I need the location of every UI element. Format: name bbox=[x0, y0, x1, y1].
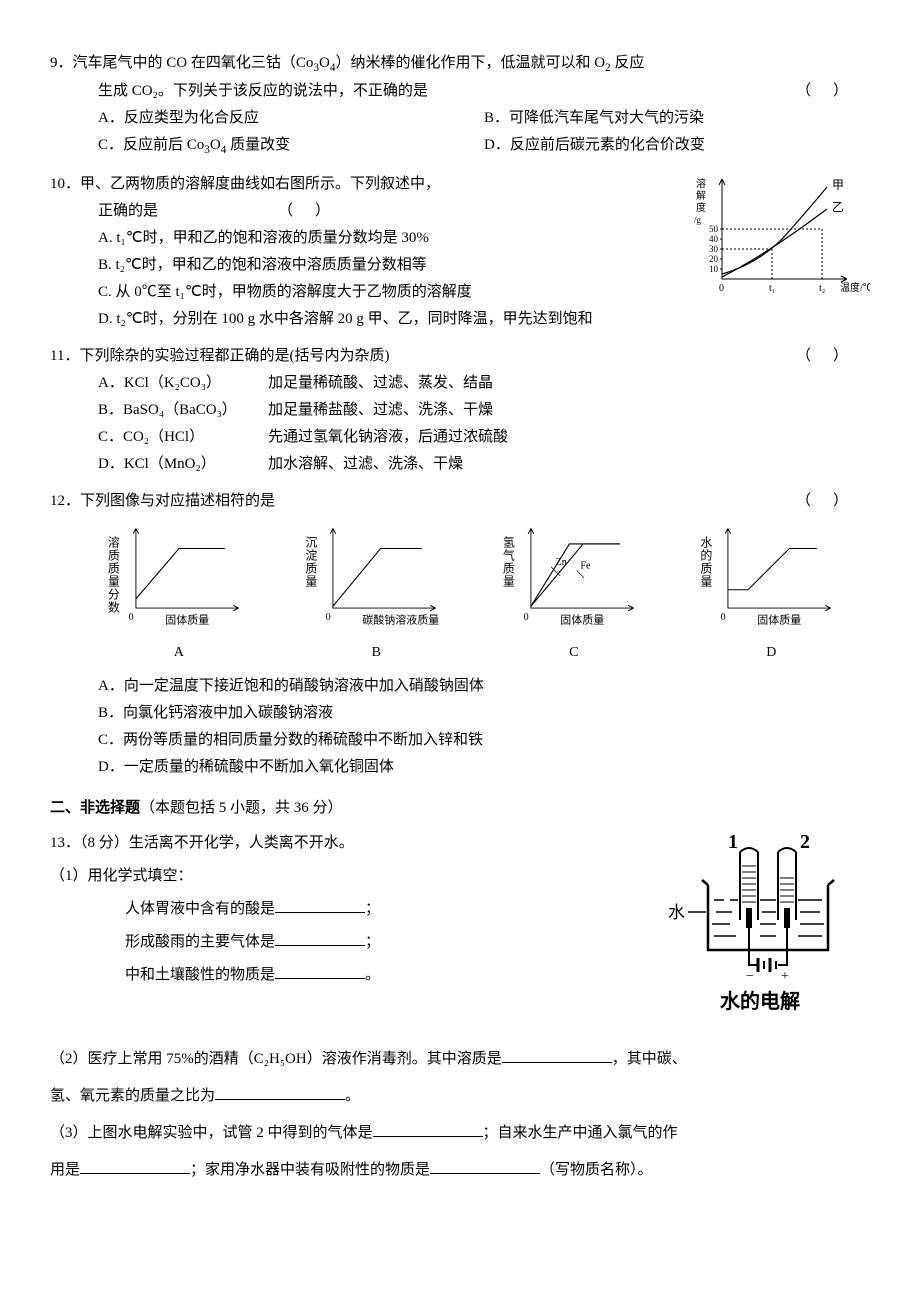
svg-text:+: + bbox=[781, 969, 789, 984]
svg-text:30: 30 bbox=[709, 244, 719, 254]
svg-text:20: 20 bbox=[709, 254, 719, 264]
blank bbox=[275, 963, 365, 979]
svg-text:乙: 乙 bbox=[832, 200, 844, 214]
q10-stem: 甲、乙两物质的溶解度曲线如右图所示。下列叙述中， bbox=[80, 176, 440, 192]
q10-solubility-chart: 10 20 30 40 50 甲 乙 t₁ t₂ 0 温度/℃ bbox=[680, 171, 870, 311]
svg-text:水: 水 bbox=[668, 903, 685, 922]
svg-text:0: 0 bbox=[523, 612, 528, 623]
q12-opt-a: A．向一定温度下接近饱和的硝酸钠溶液中加入硝酸钠固体 bbox=[50, 673, 870, 700]
blank bbox=[80, 1158, 190, 1174]
svg-text:甲: 甲 bbox=[832, 178, 844, 192]
blank bbox=[215, 1084, 345, 1100]
blank bbox=[502, 1047, 612, 1063]
q9-paren: （） bbox=[796, 78, 870, 105]
q12-opt-c: C．两份等质量的相同质量分数的稀硫酸中不断加入锌和铁 bbox=[50, 727, 870, 754]
q9-stem-a: 汽车尾气中的 CO 在四氧化三钴（Co bbox=[73, 55, 314, 71]
q9-num: 9． bbox=[50, 55, 73, 71]
q12-chart-b: 0 碳酸钠溶液质量 沉淀质量 B bbox=[301, 521, 451, 666]
question-9: 9．汽车尾气中的 CO 在四氧化三钴（Co3O4）纳米棒的催化作用下，低温就可以… bbox=[50, 50, 870, 161]
q12-chart-d: 0 固体质量 水的质量 D bbox=[696, 521, 846, 666]
svg-text:0: 0 bbox=[128, 612, 133, 623]
svg-text:50: 50 bbox=[709, 224, 719, 234]
q12-num: 12． bbox=[50, 493, 80, 509]
svg-text:/g: /g bbox=[694, 215, 702, 225]
svg-text:固体质量: 固体质量 bbox=[560, 612, 604, 626]
q9-line2: 生成 CO₂。下列关于该反应的说法中，不正确的是 bbox=[98, 83, 428, 99]
blank bbox=[373, 1121, 483, 1137]
svg-text:溶: 溶 bbox=[696, 177, 706, 190]
svg-text:0: 0 bbox=[719, 283, 724, 294]
q9-opt-d: D．反应前后碳元素的化合价改变 bbox=[484, 132, 870, 160]
question-13: 1 2 bbox=[50, 830, 870, 1184]
question-10: 10 20 30 40 50 甲 乙 t₁ t₂ 0 温度/℃ bbox=[50, 171, 870, 333]
svg-text:1: 1 bbox=[728, 831, 738, 853]
svg-text:0: 0 bbox=[326, 612, 331, 623]
question-11: 11．下列除杂的实验过程都正确的是(括号内为杂质) （） A．KCl（K₂CO₃… bbox=[50, 343, 870, 478]
svg-text:t₁: t₁ bbox=[769, 283, 775, 294]
q11-paren: （） bbox=[796, 343, 870, 370]
q11-option-row: B．BaSO₄（BaCO₃）加足量稀盐酸、过滤、洗涤、干燥 bbox=[50, 397, 870, 424]
q11-option-row: C．CO₂（HCl）先通过氢氧化钠溶液，后通过浓硫酸 bbox=[50, 424, 870, 451]
q9-opt-c: C．反应前后 Co3O4 质量改变 bbox=[98, 132, 484, 160]
q12-stem: 下列图像与对应描述相符的是 bbox=[80, 493, 275, 509]
q11-option-row: D．KCl（MnO₂）加水溶解、过滤、洗涤、干燥 bbox=[50, 451, 870, 478]
q11-num: 11． bbox=[50, 348, 79, 364]
blank bbox=[275, 897, 365, 913]
q12-chart-row: 0 固体质量 溶质质量分数 A 0 碳酸钠溶液质量 沉淀质量 B Zn Fe bbox=[80, 521, 870, 666]
svg-text:2: 2 bbox=[800, 831, 810, 853]
svg-text:解: 解 bbox=[696, 189, 706, 202]
q12-paren: （） bbox=[796, 488, 870, 515]
q10-num: 10． bbox=[50, 176, 80, 192]
svg-text:t₂: t₂ bbox=[819, 283, 825, 294]
blank bbox=[275, 930, 365, 946]
question-12: 12．下列图像与对应描述相符的是 （） 0 固体质量 溶质质量分数 A 0 碳酸… bbox=[50, 488, 870, 782]
q11-stem: 下列除杂的实验过程都正确的是(括号内为杂质) bbox=[79, 348, 389, 364]
svg-text:温度/℃: 温度/℃ bbox=[840, 281, 870, 294]
svg-text:Fe: Fe bbox=[580, 560, 591, 571]
svg-text:水的电解: 水的电解 bbox=[720, 989, 800, 1013]
q13-electrolysis-diagram: 1 2 bbox=[660, 830, 870, 1040]
svg-text:−: − bbox=[746, 969, 754, 984]
q13-stem: （8 分）生活离不开化学，人类离不开水。 bbox=[80, 835, 354, 851]
q9-opt-b: B．可降低汽车尾气对大气的污染 bbox=[484, 105, 870, 132]
q11-option-row: A．KCl（K₂CO₃）加足量稀硫酸、过滤、蒸发、结晶 bbox=[50, 370, 870, 397]
blank bbox=[430, 1158, 540, 1174]
svg-text:10: 10 bbox=[709, 264, 719, 274]
q12-chart-a: 0 固体质量 溶质质量分数 A bbox=[104, 521, 254, 666]
q12-chart-c: Zn Fe 0 固体质量 氢气质量 C bbox=[499, 521, 649, 666]
svg-text:固体质量: 固体质量 bbox=[758, 612, 802, 626]
svg-text:Zn: Zn bbox=[555, 557, 566, 568]
svg-text:40: 40 bbox=[709, 234, 719, 244]
q12-opt-b: B．向氯化钙溶液中加入碳酸钠溶液 bbox=[50, 700, 870, 727]
svg-text:度: 度 bbox=[696, 201, 706, 214]
q9-opt-a: A．反应类型为化合反应 bbox=[98, 105, 484, 132]
svg-text:固体质量: 固体质量 bbox=[165, 612, 209, 626]
q12-opt-d: D．一定质量的稀硫酸中不断加入氧化铜固体 bbox=[50, 754, 870, 781]
svg-text:0: 0 bbox=[721, 612, 726, 623]
section-2-head: 二、非选择题（本题包括 5 小题，共 36 分） bbox=[50, 795, 870, 822]
svg-text:碳酸钠溶液质量: 碳酸钠溶液质量 bbox=[363, 612, 440, 626]
q13-num: 13． bbox=[50, 835, 80, 851]
